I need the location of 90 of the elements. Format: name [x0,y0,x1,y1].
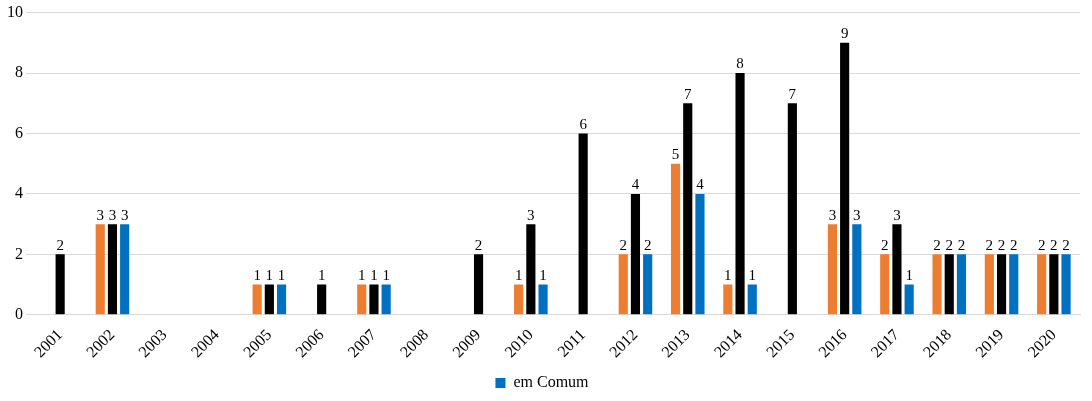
x-tick-label: 2011 [554,325,589,360]
bar [630,193,641,315]
data-label: 3 [108,206,117,223]
bar [840,42,850,315]
bar [880,254,890,315]
bar [956,254,967,315]
data-label: 1 [905,267,913,284]
bar [735,73,745,315]
bar [514,284,524,315]
data-label: 2 [933,236,941,253]
bar [538,284,548,315]
data-label: 4 [631,176,640,193]
data-label: 1 [277,267,286,284]
legend-label: em Comum [513,373,590,391]
data-label: 8 [736,55,744,72]
data-label: 1 [514,267,523,284]
data-label: 1 [724,267,732,284]
bar [526,224,536,315]
bar [120,224,130,315]
y-tick-label: 0 [15,305,23,322]
bar [723,284,733,315]
data-label: 1 [370,267,378,284]
data-label: 1 [748,267,756,284]
bar [1037,254,1047,315]
data-label: 6 [579,115,588,132]
bar [1049,254,1059,315]
data-label: 3 [853,206,861,223]
bar [252,284,262,315]
bar [264,284,274,315]
bar [892,224,902,315]
data-label: 1 [358,267,366,284]
data-label: 1 [253,267,261,284]
data-label: 2 [881,236,889,253]
bar [643,254,653,315]
bar [473,254,484,315]
bar [852,224,862,315]
data-label: 2 [1050,236,1058,253]
bar [932,254,942,315]
data-label: 3 [828,206,837,223]
data-label: 2 [1037,236,1046,253]
y-tick-label: 6 [15,123,23,141]
bar [357,284,367,315]
data-label: 1 [382,267,390,284]
data-label: 2 [945,236,953,253]
data-label: 1 [539,267,547,284]
data-label: 2 [985,236,994,253]
bar [381,284,391,315]
bar [695,193,705,315]
data-label: 9 [840,25,849,42]
data-label: 2 [474,236,483,253]
bar [1009,254,1019,315]
bar [747,284,757,315]
bar [578,133,588,315]
bar [95,224,105,315]
data-label: 2 [56,236,64,253]
bar [827,224,838,315]
data-label: 7 [788,85,797,102]
data-label: 4 [696,176,705,193]
bar [317,284,327,315]
data-label: 2 [1010,236,1018,253]
data-label: 1 [317,267,326,284]
bar [107,224,118,315]
data-label: 3 [527,206,535,223]
data-label: 2 [997,236,1006,253]
data-label: 3 [893,206,901,223]
data-label: 2 [619,236,627,253]
bar [670,163,681,315]
bar [1061,254,1071,315]
bar [618,254,628,315]
data-label: 3 [96,206,104,223]
y-tick-label: 2 [15,244,23,262]
bar [369,284,379,315]
bar [996,254,1007,315]
bar [904,284,914,315]
data-label: 7 [684,85,692,102]
bar [984,254,994,315]
bar [683,103,693,315]
data-label: 3 [120,206,129,223]
bar [787,103,797,315]
y-tick-label: 10 [7,2,23,20]
data-label: 2 [1062,236,1070,253]
data-label: 1 [265,267,274,284]
bar [276,284,287,315]
y-tick-label: 4 [15,184,23,202]
data-label: 2 [957,236,966,253]
data-label: 5 [671,146,680,163]
bar [55,254,65,315]
y-tick-label: 8 [15,63,23,81]
bar [944,254,954,315]
data-label: 2 [643,236,652,253]
